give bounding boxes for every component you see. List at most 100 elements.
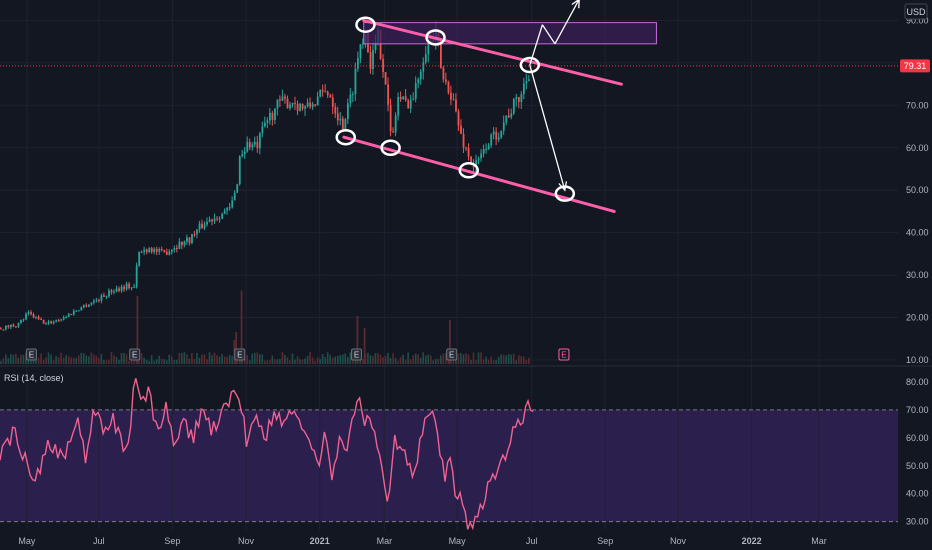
- candle-body: [160, 249, 163, 251]
- earnings-marker-box: [129, 348, 141, 361]
- projection-arrow: [529, 24, 544, 66]
- candle-body: [120, 286, 123, 291]
- volume-bar: [515, 360, 518, 364]
- price-tick-label: 70.00: [906, 100, 929, 110]
- earnings-marker[interactable]: E: [446, 348, 458, 361]
- earnings-marker[interactable]: E: [25, 348, 37, 361]
- candle-body: [47, 321, 50, 324]
- volume-bar: [367, 352, 369, 364]
- candle-body: [497, 137, 500, 140]
- volume-bar: [497, 356, 500, 364]
- candle-body: [52, 321, 55, 324]
- candle-body: [346, 103, 349, 120]
- resistance-zone: [363, 22, 657, 45]
- volume-bar: [228, 355, 231, 364]
- volume-bar: [311, 357, 314, 364]
- volume-bar: [90, 352, 93, 364]
- volume-bar: [354, 357, 357, 364]
- volume-bar: [460, 353, 462, 364]
- rsi-axis[interactable]: 80.00 70.00 60.00 50.00 40.00 30.00: [906, 377, 929, 527]
- candle-body: [188, 237, 191, 244]
- volume-bar: [284, 354, 286, 364]
- volume-bar: [314, 360, 316, 364]
- earnings-marker-label: E: [449, 351, 454, 360]
- volume-bar: [82, 353, 85, 364]
- candle-body: [223, 210, 226, 214]
- candle-body: [163, 249, 166, 252]
- candle-body: [128, 283, 131, 288]
- candle-body: [123, 286, 126, 290]
- volume-bar: [475, 360, 477, 364]
- volume-bar: [80, 352, 83, 364]
- volume-bar: [336, 355, 339, 364]
- time-tick-label: Jul: [93, 536, 105, 546]
- rsi-tick-label: 80.00: [906, 377, 929, 387]
- earnings-marker[interactable]: E: [351, 348, 363, 361]
- volume-bar: [42, 359, 45, 364]
- time-axis[interactable]: May Jul Sep Nov 2021 Mar May Jul Sep Nov 2022 Mar: [18, 536, 826, 546]
- volume-bar: [193, 358, 196, 364]
- candle-body: [138, 252, 141, 266]
- volume-bar: [384, 355, 387, 364]
- volume-bar: [294, 359, 296, 364]
- earnings-marker[interactable]: E: [558, 348, 570, 361]
- volume-bar: [374, 353, 377, 364]
- earnings-marker-label: E: [354, 351, 359, 360]
- candle-body: [472, 164, 475, 168]
- volume-bar: [409, 359, 412, 364]
- drawing-annotations[interactable]: [335, 0, 657, 213]
- volume-bar: [62, 357, 65, 364]
- candle-body: [379, 30, 382, 60]
- time-tick-label: Sep: [597, 536, 613, 546]
- candle-body: [72, 311, 75, 315]
- volume-bar: [485, 356, 487, 364]
- volume-bar: [206, 359, 208, 364]
- candle-body: [487, 145, 490, 149]
- rsi-tick-label: 30.00: [906, 517, 929, 527]
- candle-body: [414, 83, 417, 99]
- volume-bar: [261, 354, 264, 364]
- volume-bar: [490, 356, 492, 364]
- candle-body: [457, 111, 460, 126]
- candle-body: [470, 156, 472, 165]
- candle-body: [326, 91, 329, 96]
- candle-body: [148, 248, 151, 252]
- candle-body: [475, 160, 478, 168]
- earnings-marker[interactable]: E: [234, 348, 246, 361]
- candle-body: [40, 319, 43, 321]
- volume-bar: [120, 353, 123, 364]
- currency-badge[interactable]: USD: [904, 3, 928, 20]
- time-tick-label: Jul: [526, 536, 538, 546]
- volume-bar: [296, 356, 299, 364]
- volume-bar: [246, 355, 249, 364]
- volume-spike: [449, 320, 451, 364]
- volume-bar: [502, 354, 505, 364]
- candle-body: [319, 89, 322, 97]
- candle-body: [113, 291, 115, 293]
- volume-bar: [57, 357, 60, 364]
- candle-body: [336, 113, 339, 121]
- earnings-marker[interactable]: E: [129, 348, 141, 361]
- volume-bar: [118, 359, 120, 364]
- rsi-indicator: [0, 378, 898, 531]
- candle-body: [409, 99, 412, 109]
- volume-bar: [467, 354, 470, 364]
- candle-body: [271, 112, 274, 121]
- candle-body: [314, 104, 317, 106]
- candle-body: [397, 96, 400, 116]
- volume-bar: [12, 354, 15, 364]
- candle-body: [93, 300, 95, 303]
- volume-bar: [276, 359, 279, 364]
- volume-bar: [145, 359, 148, 364]
- volume-bar: [186, 354, 188, 364]
- candle-body: [264, 122, 266, 127]
- time-tick-label: 2021: [310, 536, 330, 546]
- volume-bar: [301, 359, 304, 364]
- price-axis[interactable]: 90.00 70.00 60.00 50.00 40.00 30.00 20.00 10.00: [906, 15, 929, 365]
- candle-body: [236, 184, 239, 193]
- volume-bar: [45, 357, 47, 364]
- candle-body: [520, 93, 523, 102]
- candle-body: [492, 131, 495, 135]
